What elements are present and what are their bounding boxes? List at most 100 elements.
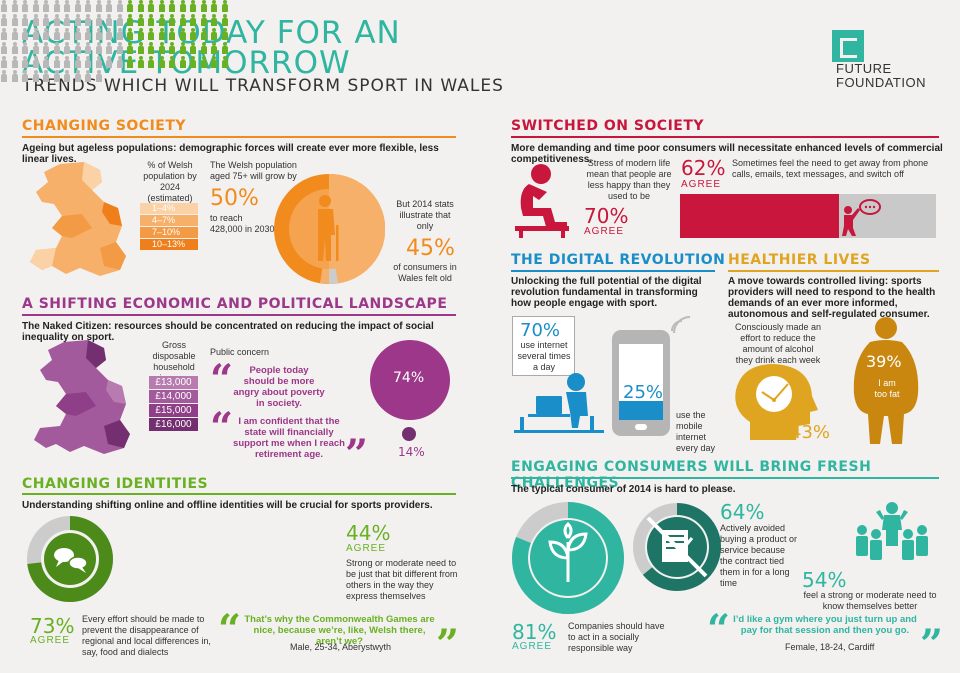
population-stat-value: 50% [210,186,259,211]
person-icon [95,56,103,68]
person-icon-highlighted [168,56,176,68]
person-icon [0,42,8,54]
need-value: 54% [802,568,847,592]
person-icon [32,0,40,12]
switch-off-bar-fill [680,194,839,238]
person-icon [116,0,124,12]
person-icon-highlighted [179,0,187,12]
phone-icon [612,330,670,436]
switched-on-subtitle: More demanding and time poor consumers w… [511,143,943,165]
person-icon [84,28,92,40]
engaging-title: ENGAGING CONSUMERS WILL BRING FRESH CHAL… [511,459,872,491]
social-text: Companies should have to act in a social… [568,621,665,653]
person-icon-highlighted [221,42,229,54]
concern-bubble-large [370,340,450,420]
person-icon [74,70,82,82]
person-icon [32,42,40,54]
stressed-person-icon [515,164,569,238]
people-agree: AGREE [346,543,387,554]
person-icon [21,0,29,12]
person-icon-highlighted [126,42,134,54]
person-icon [0,0,8,12]
person-icon-highlighted [168,0,176,12]
quote-close-icon: ” [436,621,460,668]
changing-identities-title: CHANGING IDENTITIES [22,476,209,492]
person-icon [42,42,50,54]
person-icon [84,70,92,82]
page-subtitle: TRENDS WHICH WILL TRANSFORM SPORT IN WAL… [22,76,504,96]
plant-icon [548,521,588,582]
person-icon [21,28,29,40]
person-icon-highlighted [158,42,166,54]
elderly-person-icon [318,195,339,261]
income-legend-item: £16,000 [149,418,198,431]
person-icon-highlighted [200,42,208,54]
person-icon-highlighted [189,28,197,40]
person-icon-highlighted [168,28,176,40]
person-icon [21,42,29,54]
person-icon [53,14,61,26]
person-icon-highlighted [221,14,229,26]
alcohol-text: Consciously made an effort to reduce the… [734,322,822,365]
old-stat-value: 45% [406,236,455,261]
person-icon [105,56,113,68]
logo-icon [832,30,864,62]
person-icon-highlighted [126,28,134,40]
phone-fill [619,401,663,420]
person-icon-highlighted [126,0,134,12]
person-icon [95,14,103,26]
person-icon-highlighted [179,14,187,26]
people-text: Strong or moderate need to be just that … [346,558,458,601]
person-icon-highlighted [179,42,187,54]
people-grid [0,0,960,82]
person-icon [0,28,8,40]
old-stat-outro: of consumers in Wales felt old [393,262,457,283]
switch-off-text: Sometimes feel the need to get away from… [732,158,929,179]
wales-map-orange [30,162,126,276]
person-icon [84,42,92,54]
person-icon-highlighted [200,28,208,40]
person-icon-highlighted [147,28,155,40]
person-icon [32,28,40,40]
avoid-value: 64% [720,500,765,524]
concern-bubble-small [402,427,416,441]
section-divider [22,314,456,316]
person-icon [63,28,71,40]
person-icon [63,14,71,26]
identity-ring-value: 73% [30,614,75,638]
person-icon [42,0,50,12]
need-text: feel a strong or moderate need to know t… [803,590,937,611]
person-icon-highlighted [221,28,229,40]
population-legend: 1–4% 4–7% 7–10% 10–13% [140,203,198,251]
person-icon [74,28,82,40]
person-icon-highlighted [210,42,218,54]
person-icon [63,56,71,68]
healthier-lives-title: HEALTHIER LIVES [728,252,871,268]
person-icon [21,56,29,68]
identity-ring-text: Every effort should be made to prevent t… [82,614,211,657]
identity-quote-attribution: Male, 25-34, Aberystwyth [290,642,392,652]
person-icon-highlighted [168,14,176,26]
person-icon-highlighted [158,56,166,68]
person-icon [105,0,113,12]
person-icon [0,70,8,82]
avoid-ring-chart [633,503,721,591]
person-icon-highlighted [221,0,229,12]
alcohol-value: 43% [790,422,831,443]
person-icon-highlighted [179,56,187,68]
person-icon-highlighted [137,56,145,68]
person-icon-highlighted [189,0,197,12]
person-icon-highlighted [210,56,218,68]
head-silhouette-icon [735,364,818,440]
wales-map-purple [34,340,130,454]
person-icon [116,14,124,26]
stress-agree: AGREE [584,226,625,237]
section-divider [22,136,456,138]
concern-value-2: 14% [398,445,425,459]
person-icon-highlighted [137,14,145,26]
mobile-text: use the mobile internet every day [676,410,716,453]
quote-close-icon: ” [920,621,944,668]
internet-value: 70% [520,320,561,341]
people-value: 44% [346,521,391,545]
digital-revolution-title: THE DIGITAL REVOLUTION [511,252,726,268]
